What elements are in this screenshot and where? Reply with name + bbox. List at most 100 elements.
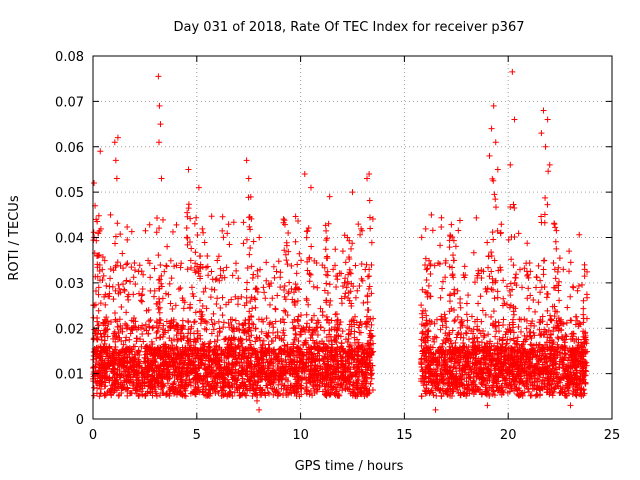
data-point [131, 267, 138, 274]
data-point [258, 354, 265, 361]
data-point [162, 327, 169, 334]
data-point [337, 318, 344, 325]
data-point [368, 375, 375, 382]
data-point [112, 264, 119, 271]
data-point [228, 340, 235, 347]
data-point [135, 268, 142, 275]
data-point [305, 301, 312, 308]
data-point [121, 351, 128, 358]
data-point [213, 301, 220, 308]
data-point [262, 392, 269, 399]
data-point [206, 348, 213, 355]
data-point [270, 346, 277, 353]
data-point [290, 339, 297, 346]
data-point [301, 368, 308, 375]
data-point [131, 323, 138, 330]
data-point [351, 356, 358, 363]
data-point [172, 323, 179, 330]
data-point [228, 370, 235, 377]
data-point [257, 337, 264, 344]
data-point [130, 363, 137, 370]
data-point [153, 229, 160, 236]
data-point [133, 361, 140, 368]
data-point [179, 325, 186, 332]
data-point [168, 346, 175, 353]
data-point [333, 273, 340, 280]
data-point [142, 390, 149, 397]
data-point [114, 220, 121, 227]
data-point [240, 240, 247, 247]
data-point [352, 313, 359, 320]
data-point [266, 359, 273, 366]
data-point [344, 234, 351, 241]
data-point [117, 379, 124, 386]
data-point [250, 238, 257, 245]
data-point [159, 383, 166, 390]
data-point [244, 354, 251, 361]
data-point [370, 340, 377, 347]
data-point [231, 389, 238, 396]
data-point [229, 316, 236, 323]
data-point [314, 284, 321, 291]
data-point [191, 220, 198, 227]
data-point [96, 352, 103, 359]
data-point [316, 379, 323, 386]
data-point [324, 289, 331, 296]
data-point [174, 337, 181, 344]
data-point [139, 286, 146, 293]
data-point [150, 293, 157, 300]
data-point [124, 260, 131, 267]
data-point [356, 322, 363, 329]
data-point [261, 289, 268, 296]
data-point [277, 355, 284, 362]
data-points [90, 68, 591, 413]
data-point [101, 257, 108, 264]
data-point [214, 295, 221, 302]
data-point [261, 369, 268, 376]
data-point [293, 393, 300, 400]
data-point [257, 266, 264, 273]
data-point [342, 259, 349, 266]
data-point [100, 272, 107, 279]
data-point [194, 330, 201, 337]
data-point [193, 214, 200, 221]
data-point [252, 296, 259, 303]
data-point [329, 341, 336, 348]
data-point [111, 384, 118, 391]
data-point [274, 292, 281, 299]
data-point [334, 326, 341, 333]
data-point [232, 355, 239, 362]
data-point [147, 274, 154, 281]
data-point [288, 360, 295, 367]
data-point [331, 363, 338, 370]
data-point [352, 294, 359, 301]
data-point [102, 301, 109, 308]
data-point [247, 341, 254, 348]
data-point [313, 365, 320, 372]
data-point [173, 221, 180, 228]
data-point [107, 275, 114, 282]
data-point [214, 333, 221, 340]
data-point [121, 287, 128, 294]
data-point [250, 321, 257, 328]
data-point [243, 294, 250, 301]
data-point [124, 345, 131, 352]
data-point [328, 352, 335, 359]
data-point [362, 266, 369, 273]
data-point [181, 333, 188, 340]
data-point [119, 281, 126, 288]
data-point [236, 385, 243, 392]
data-point [285, 290, 292, 297]
data-point [212, 354, 219, 361]
chart-title: Day 031 of 2018, Rate Of TEC Index for r… [174, 20, 525, 35]
data-point [291, 299, 298, 306]
data-point [133, 338, 140, 345]
data-point [326, 338, 333, 345]
data-point [192, 309, 199, 316]
data-point [327, 297, 334, 304]
data-point [118, 337, 125, 344]
data-point [146, 221, 153, 228]
data-point [95, 307, 102, 314]
